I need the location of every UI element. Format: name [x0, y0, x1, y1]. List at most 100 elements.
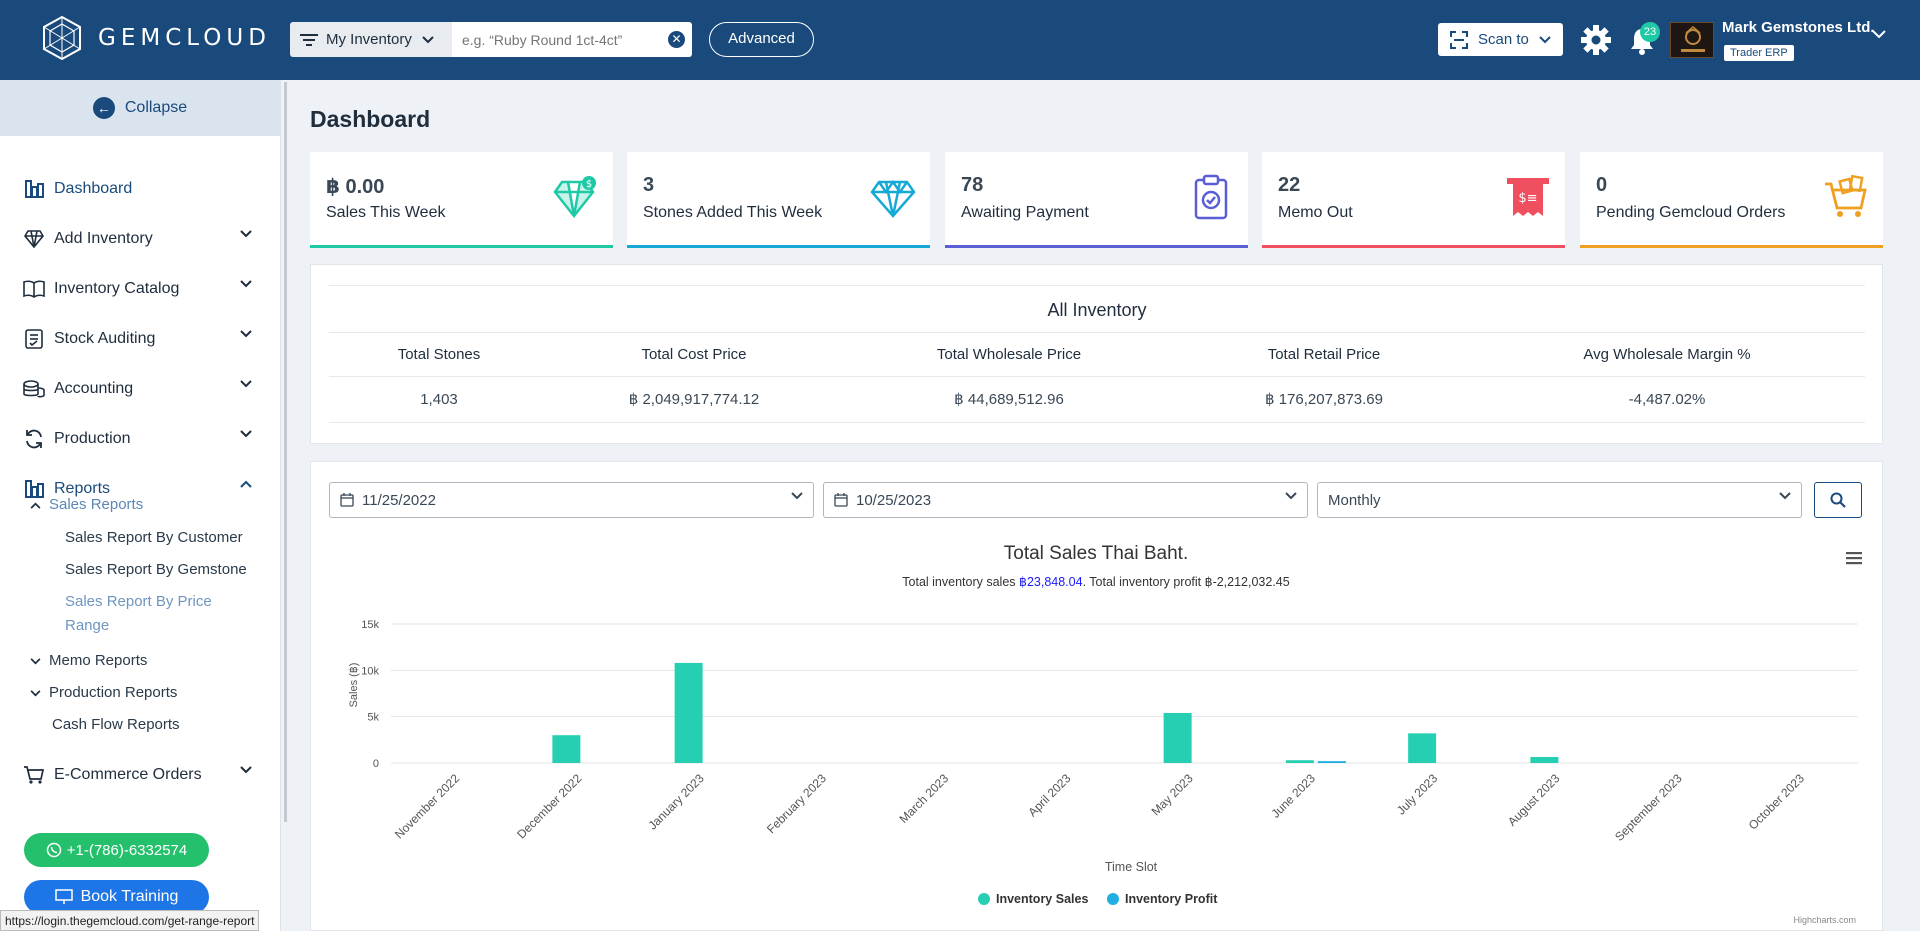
chevron-up-icon [240, 480, 252, 488]
bar-sales[interactable] [552, 735, 581, 763]
sidebar: ← Collapse Dashboard Add Inventory Inven… [0, 80, 281, 931]
legend-item[interactable]: Inventory Sales [978, 892, 1088, 906]
sidebar-item-dashboard[interactable]: Dashboard [22, 174, 252, 204]
stat-card-memo-out[interactable]: 22 Memo Out $≡ [1262, 152, 1565, 248]
chevron-down-icon [1539, 35, 1551, 43]
legend-marker [1107, 893, 1119, 905]
stat-label: Awaiting Payment [961, 204, 1089, 221]
sidebar-item-label: Inventory Catalog [54, 280, 180, 297]
stat-card-awaiting-payment[interactable]: 78 Awaiting Payment [945, 152, 1248, 248]
sidebar-item-ecommerce-orders[interactable]: E-Commerce Orders [22, 760, 252, 790]
coins-icon [22, 378, 46, 400]
sidebar-sub-label: Sales Reports [49, 496, 144, 513]
x-tick-label: July 2023 [1394, 771, 1440, 817]
sidebar-sub-production-reports[interactable]: Production Reports [30, 684, 177, 701]
x-tick-label: November 2022 [392, 771, 463, 842]
stat-value: 78 [961, 174, 984, 196]
scan-to-button[interactable]: Scan to [1438, 23, 1563, 56]
sidebar-item-reports[interactable]: Reports [22, 474, 252, 504]
inventory-value-cell: ฿ 176,207,873.69 [1265, 391, 1383, 408]
bar-sales[interactable] [1285, 760, 1314, 763]
whatsapp-phone-button[interactable]: +1-(786)-6332574 [24, 833, 209, 867]
collapse-sidebar-button[interactable]: ← Collapse [0, 80, 280, 136]
sidebar-sub-label: Production Reports [49, 684, 178, 701]
clear-search-icon[interactable]: ✕ [668, 31, 685, 48]
bar-sales[interactable] [1530, 756, 1559, 763]
chart-bars-icon [22, 178, 46, 200]
sidebar-link-sales-by-gemstone[interactable]: Sales Report By Gemstone [65, 561, 247, 578]
inventory-header-cell: Total Retail Price [1267, 346, 1381, 363]
brand-name: GEMCLOUD [98, 25, 271, 51]
x-tick-label: October 2023 [1746, 771, 1808, 833]
bar-sales[interactable] [1408, 733, 1437, 763]
diamond-icon [870, 179, 916, 218]
gear-icon[interactable] [1580, 24, 1612, 56]
stat-label: Stones Added This Week [643, 204, 823, 221]
stat-accent-bar [945, 245, 1248, 248]
chart-menu-icon[interactable] [1841, 547, 1867, 569]
chart-x-labels: November 2022 December 2022 January 2023 Fe… [392, 771, 1807, 844]
chevron-down-icon [240, 766, 252, 774]
y-axis-title: Sales (฿) [348, 663, 360, 708]
stat-card-sales-week[interactable]: ฿ 0.00 Sales This Week $ [310, 152, 613, 248]
scan-icon [1450, 30, 1468, 49]
x-tick-label: September 2023 [1612, 771, 1685, 844]
chevron-down-icon [1285, 492, 1297, 500]
calendar-icon [834, 493, 848, 507]
period-select[interactable]: Monthly [1317, 482, 1802, 518]
bar-profit[interactable] [1317, 761, 1346, 763]
sidebar-sub-cash-flow-reports[interactable]: Cash Flow Reports [52, 716, 180, 733]
bar-sales[interactable] [674, 662, 703, 763]
chart-legend: Inventory Sales Inventory Profit [978, 892, 1218, 906]
collapse-label: Collapse [124, 99, 188, 116]
book-training-button[interactable]: Book Training [24, 880, 209, 914]
logo[interactable]: GEMCLOUD [38, 14, 271, 62]
end-date-picker[interactable]: 10/25/2023 [823, 482, 1308, 518]
scan-to-label: Scan to [1478, 31, 1529, 48]
inventory-header-cell: Total Wholesale Price [936, 346, 1082, 363]
bar-sales[interactable] [1163, 712, 1192, 763]
stat-card-stones-added[interactable]: 3 Stones Added This Week [627, 152, 930, 248]
search-input[interactable] [452, 22, 692, 57]
legend-item[interactable]: Inventory Profit [1107, 892, 1218, 906]
sidebar-link-sales-by-price-range[interactable]: Sales Report By Price Range [65, 593, 212, 634]
inventory-title: All Inventory [329, 285, 1865, 333]
sidebar-scrollbar[interactable] [284, 82, 287, 822]
inventory-value-cell: 1,403 [420, 391, 458, 408]
sidebar-sub-memo-reports[interactable]: Memo Reports [30, 652, 147, 669]
sidebar-item-production[interactable]: Production [22, 424, 252, 454]
start-date-picker[interactable]: 11/25/2022 [329, 482, 814, 518]
stat-card-pending-orders[interactable]: 0 Pending Gemcloud Orders [1580, 152, 1883, 248]
stat-label: Pending Gemcloud Orders [1596, 204, 1786, 221]
sidebar-link-sales-by-customer[interactable]: Sales Report By Customer [65, 529, 243, 546]
company-name[interactable]: Mark Gemstones Ltd. [1722, 19, 1875, 36]
x-tick-label: June 2023 [1268, 771, 1318, 821]
notification-count-badge: 23 [1640, 22, 1660, 42]
stat-accent-bar [310, 245, 613, 248]
x-tick-label: May 2023 [1149, 771, 1196, 818]
stat-value: 0 [1596, 174, 1608, 196]
chevron-down-icon[interactable] [1872, 30, 1886, 39]
sidebar-sub-sales-reports[interactable]: Sales Reports [30, 496, 143, 513]
sidebar-item-stock-auditing[interactable]: Stock Auditing [22, 324, 252, 354]
sidebar-item-add-inventory[interactable]: Add Inventory [22, 224, 252, 254]
apply-filter-button[interactable] [1814, 482, 1862, 518]
svg-text:$≡: $≡ [1518, 191, 1537, 206]
y-tick-label: 5k [367, 712, 379, 724]
chevron-down-icon [240, 230, 252, 238]
end-date-value: 10/25/2023 [856, 491, 932, 509]
advanced-search-button[interactable]: Advanced [709, 22, 814, 57]
sidebar-item-accounting[interactable]: Accounting [22, 374, 252, 404]
y-tick-label: 15k [361, 619, 379, 631]
chart-credits[interactable]: Highcharts.com [1793, 915, 1856, 925]
presentation-icon [54, 889, 73, 904]
search-scope-select[interactable]: My Inventory [290, 22, 452, 57]
sidebar-item-inventory-catalog[interactable]: Inventory Catalog [22, 274, 252, 304]
book-icon [22, 278, 46, 300]
subtitle-suffix: . Total inventory profit ฿-2,212,032.45 [1083, 575, 1290, 589]
company-avatar[interactable] [1670, 22, 1714, 58]
x-tick-label: April 2023 [1025, 771, 1073, 819]
chevron-up-icon [30, 502, 41, 509]
sidebar-item-label: E-Commerce Orders [54, 766, 202, 783]
all-inventory-panel: All Inventory Total Stones Total Cost Pr… [310, 264, 1883, 444]
